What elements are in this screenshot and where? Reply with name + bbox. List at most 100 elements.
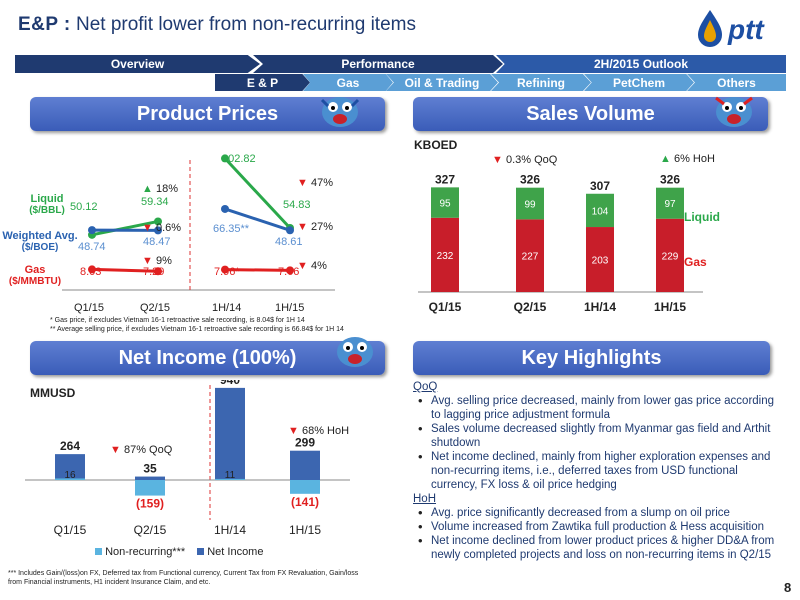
net-income-bar — [55, 454, 85, 480]
tick-label: 1H/14 — [214, 523, 246, 537]
tick-label: Q1/15 — [74, 302, 104, 314]
tick-label: 1H/15 — [289, 523, 321, 537]
sales-volume-chart: 232 95 327 Q1/15 227 99 326 Q2/15 203 104 307 1H/14… — [418, 172, 703, 314]
hoh-item: Avg. price significantly decreased from … — [418, 506, 783, 520]
nav-others[interactable]: Others — [687, 74, 786, 91]
svg-text:ptt: ptt — [727, 14, 765, 45]
tick-label: Q2/15 — [134, 523, 167, 537]
net-income-label: 299 — [295, 436, 315, 450]
sales-volume-title: Sales Volume — [413, 97, 768, 131]
change-gas-hoh: ▼ 4% — [297, 260, 327, 272]
qoq-item: Net income declined, mainly from higher … — [418, 450, 783, 492]
series-line — [91, 219, 159, 237]
nav-ep[interactable]: E & P — [215, 74, 310, 91]
non-recurring-bar — [55, 478, 85, 480]
series-line — [224, 207, 291, 232]
change-avg-hoh: ▼ 27% — [297, 221, 333, 233]
gas-bar — [431, 217, 459, 292]
net-income-bar — [215, 387, 245, 480]
gas-label: Gas — [684, 255, 707, 269]
data-label: 102.82 — [222, 153, 256, 165]
footnote-avg: ** Average selling price, if excludes Vi… — [50, 326, 344, 333]
series-line — [223, 157, 292, 230]
data-point — [154, 267, 162, 276]
series-line — [91, 267, 159, 273]
net-income-legend: Non-recurring*** Net Income — [95, 546, 263, 558]
weighted-avg-legend: Weighted Avg. ($/BOE) — [2, 230, 78, 253]
mascot-icon — [715, 96, 753, 127]
mascot-icon — [320, 97, 360, 127]
data-point — [154, 226, 162, 235]
net-income-bar — [135, 476, 165, 480]
footnote-nonrecurring: *** Includes Gain/(loss)on FX, Deferred … — [8, 570, 359, 586]
data-label: 7.96* — [214, 266, 240, 278]
qoq-item: Sales volume decreased slightly from Mya… — [418, 422, 783, 450]
gas-bar — [656, 218, 684, 292]
net-income-label: 940 — [220, 380, 240, 387]
liquid-value-label: 97 — [664, 199, 676, 210]
hoh-heading: HoH — [413, 493, 437, 505]
data-label: 59.34 — [141, 196, 169, 208]
net-income-label: 35 — [143, 462, 157, 476]
qoq-heading: QoQ — [413, 381, 438, 393]
net-income-bar — [290, 450, 320, 480]
gas-bar — [586, 227, 614, 292]
nav-outlook[interactable]: 2H/2015 Outlook — [496, 55, 786, 73]
nav-overview[interactable]: Overview — [15, 55, 260, 73]
data-point — [88, 265, 96, 274]
net-income-unit: MMUSD — [30, 386, 76, 400]
hoh-item: Net income declined from lower product p… — [418, 534, 783, 562]
tick-label: Q2/15 — [514, 300, 547, 314]
non-recurring-label: 11 — [225, 470, 236, 481]
legend-net-income: Net Income — [197, 546, 263, 558]
total-label: 327 — [435, 172, 455, 186]
ptt-logo: ptt — [698, 10, 765, 47]
net-income-label: 264 — [60, 439, 80, 453]
change-liquid-hoh: ▼ 47% — [297, 177, 333, 189]
legend-non-recurring: Non-recurring*** — [95, 546, 185, 558]
tick-label: 1H/15 — [654, 300, 686, 314]
data-point — [88, 226, 96, 235]
tick-label: 1H/15 — [275, 302, 305, 314]
tick-label: 1H/14 — [212, 302, 242, 314]
mascot-icon — [337, 337, 373, 367]
nav-oil-trading[interactable]: Oil & Trading — [386, 74, 498, 91]
data-point — [154, 217, 162, 226]
sales-volume-hoh: ▲ 6% HoH — [660, 153, 715, 165]
liquid-value-label: 95 — [439, 199, 451, 210]
data-point — [221, 204, 229, 213]
change-avg-qoq: ▼ 0.6% — [142, 222, 182, 234]
data-point — [286, 226, 294, 235]
nav-performance[interactable]: Performance — [253, 55, 503, 73]
nav-gas[interactable]: Gas — [303, 74, 393, 91]
data-label: 7.29 — [143, 266, 165, 278]
liquid-bar — [431, 187, 459, 218]
data-label: 50.12 — [70, 201, 98, 213]
total-label: 326 — [660, 173, 680, 187]
nav-refining[interactable]: Refining — [491, 74, 591, 91]
data-label: 48.74 — [78, 241, 106, 253]
tick-label: Q1/15 — [429, 300, 462, 314]
data-label: 66.35** — [213, 223, 250, 235]
hoh-item: Volume increased from Zawtika full produ… — [418, 520, 783, 534]
sales-volume-unit: KBOED — [414, 138, 458, 152]
data-point — [286, 266, 294, 275]
gas-value-label: 203 — [592, 256, 609, 267]
change-gas-qoq: ▼ 9% — [142, 255, 172, 267]
tick-label: Q1/15 — [54, 523, 87, 537]
non-recurring-bar — [215, 478, 245, 480]
liquid-bar — [656, 187, 684, 219]
liquid-bar — [586, 193, 614, 228]
liquid-label: Liquid — [684, 210, 720, 224]
gas-legend: Gas ($/MMBTU) — [8, 264, 62, 287]
data-label: 8.03 — [80, 266, 102, 278]
data-label: 7.66 — [278, 266, 300, 278]
gas-bar — [516, 219, 544, 292]
data-label: 54.83 — [283, 199, 311, 211]
change-liquid-qoq: ▲ 18% — [142, 183, 178, 195]
nav-petchem[interactable]: PetChem — [584, 74, 694, 91]
page-number: 8 — [784, 580, 792, 595]
data-label: 48.61 — [275, 236, 303, 248]
sales-volume-qoq: ▼ 0.3% QoQ — [492, 154, 558, 166]
footnote-gas: * Gas price, if excludes Vietnam 16-1 re… — [50, 317, 305, 324]
